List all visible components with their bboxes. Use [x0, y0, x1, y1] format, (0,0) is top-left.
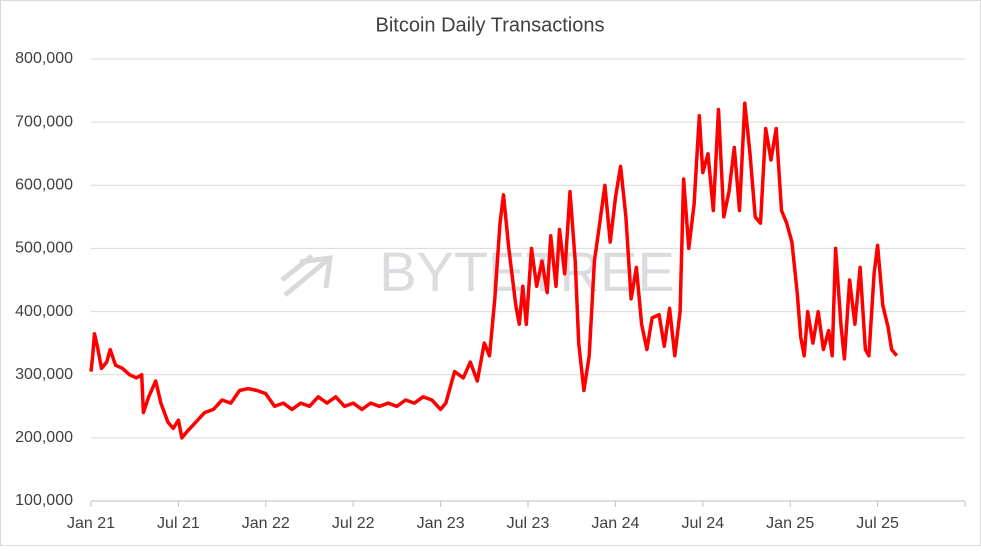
y-tick-label: 800,000 [15, 50, 73, 67]
y-tick-label: 400,000 [15, 303, 73, 320]
y-tick-label: 300,000 [15, 366, 73, 383]
x-tick-label: Jan 22 [242, 515, 290, 532]
x-tick-label: Jul 21 [157, 515, 200, 532]
watermark-logo [280, 254, 333, 297]
x-tick-label: Jan 24 [591, 515, 639, 532]
x-tick-label: Jul 22 [332, 515, 375, 532]
y-tick-label: 500,000 [15, 240, 73, 257]
x-tick-label: Jan 23 [417, 515, 465, 532]
x-tick-label: Jan 25 [766, 515, 814, 532]
y-tick-label: 200,000 [15, 429, 73, 446]
y-tick-label: 700,000 [15, 113, 73, 130]
y-tick-label: 600,000 [15, 177, 73, 194]
y-tick-label: 100,000 [15, 492, 73, 509]
x-tick-label: Jul 23 [507, 515, 550, 532]
x-tick-label: Jul 24 [681, 515, 724, 532]
x-tick-label: Jul 25 [856, 515, 899, 532]
x-tick-label: Jan 21 [67, 515, 115, 532]
chart-title: Bitcoin Daily Transactions [376, 14, 605, 36]
series-line [89, 101, 899, 440]
